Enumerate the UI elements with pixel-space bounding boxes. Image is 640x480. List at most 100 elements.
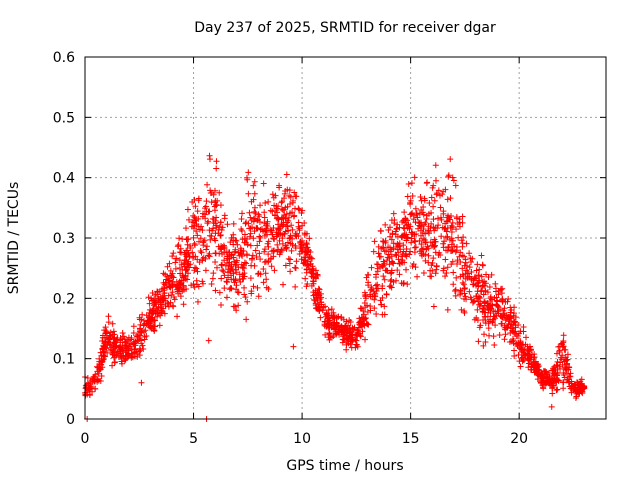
data-point [437,214,444,221]
data-point [152,291,159,298]
data-point [473,267,480,274]
data-point [559,352,566,359]
data-point [431,236,438,243]
data-point [481,282,488,289]
data-point [170,303,177,310]
data-point [412,205,419,212]
data-point [171,296,178,303]
data-point [257,256,264,263]
data-point [304,244,311,251]
data-point [291,212,298,219]
data-point [141,328,148,335]
data-point [400,224,407,231]
data-point [448,229,455,236]
data-point [195,195,202,202]
data-point [444,196,451,203]
data-point [97,349,104,356]
data-point [204,181,211,188]
data-point [452,286,459,293]
data-point [287,240,294,247]
data-point [402,252,409,259]
data-point [557,365,564,372]
data-point [134,353,141,360]
data-point [388,236,395,243]
data-point [490,333,497,340]
data-point [256,238,263,245]
data-point [477,300,484,307]
data-point [339,329,346,336]
data-point [422,219,429,226]
data-point [117,350,124,357]
data-point [309,255,316,262]
data-point [194,208,201,215]
data-point [443,234,450,241]
data-point [388,253,395,260]
data-point [241,239,248,246]
data-point [278,247,285,254]
data-point [194,256,201,263]
data-point [450,177,457,184]
data-point [210,270,217,277]
data-point [560,338,567,345]
data-point [97,361,104,368]
data-point [562,366,569,373]
data-point [145,294,152,301]
x-axis-label: GPS time / hours [286,458,403,474]
data-point [231,249,238,256]
data-point [284,219,291,226]
data-point [515,351,522,358]
data-point [440,267,447,274]
data-point [279,214,286,221]
data-point [476,266,483,273]
data-point [282,262,289,269]
data-point [466,288,473,295]
data-point [175,290,182,297]
data-point [274,241,281,248]
data-point [117,344,124,351]
data-point [432,249,439,256]
data-point [466,273,473,280]
data-point [287,268,294,275]
data-point [104,349,111,356]
data-point [241,259,248,266]
data-point [252,210,259,217]
data-point [205,218,212,225]
data-point [480,317,487,324]
data-point [270,235,277,242]
data-point [501,305,508,312]
data-point [469,255,476,262]
data-point [251,204,258,211]
data-point [207,190,214,197]
data-point [98,352,105,359]
data-point [430,182,437,189]
data-point [393,252,400,259]
data-point [318,294,325,301]
data-point [198,249,205,256]
data-point [381,311,388,318]
data-point [378,301,385,308]
y-axis-label: SRMTID / TECUs [6,182,22,295]
data-point [506,318,513,325]
data-point [256,213,263,220]
data-point [213,158,220,165]
data-point [145,317,152,324]
data-point [525,364,532,371]
data-point [141,336,148,343]
data-point [296,206,303,213]
data-point [243,316,250,323]
data-point [250,182,257,189]
data-point [420,204,427,211]
data-point [254,284,261,291]
data-point [241,284,248,291]
data-point [307,260,314,267]
data-point [500,307,507,314]
data-point [314,271,321,278]
data-point [412,244,419,251]
data-point [428,194,435,201]
data-point [322,303,329,310]
data-point [295,223,302,230]
data-point [487,305,494,312]
data-point [102,324,109,331]
data-point [357,305,364,312]
data-point [531,351,538,358]
